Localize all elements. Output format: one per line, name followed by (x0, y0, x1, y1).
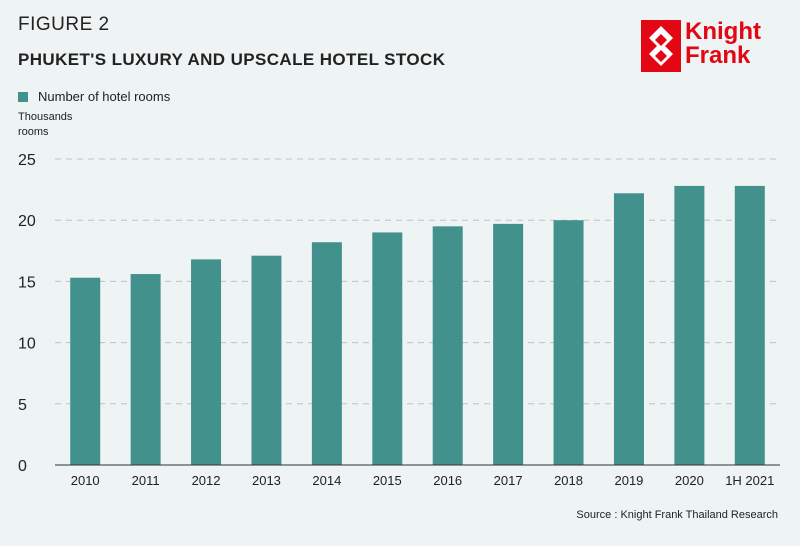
knight-frank-logo: Knight Frank (641, 20, 781, 76)
logo-mark-icon (641, 20, 681, 72)
bar (70, 277, 101, 465)
bar (734, 185, 765, 466)
y-tick-label: 10 (18, 336, 36, 353)
figure-label: FIGURE 2 (18, 14, 110, 35)
x-tick-label: 2013 (252, 473, 281, 488)
bar (553, 220, 584, 465)
grid-lines (55, 158, 780, 405)
legend-swatch (18, 91, 28, 102)
y-tick-label: 5 (18, 397, 27, 414)
x-tick-label: 2015 (373, 473, 402, 488)
logo-line-1: Knight (685, 18, 761, 45)
tick-labels: 0 5 10 15 20 25 2010 2011 2012 2013 2014 2015 2016 20… (18, 152, 774, 488)
unit-line-2: rooms (18, 126, 49, 138)
bar (372, 232, 403, 465)
x-tick-label: 2014 (312, 473, 341, 488)
y-tick-label: 20 (18, 213, 36, 230)
y-tick-label: 25 (18, 152, 36, 169)
y-tick-label: 0 (18, 458, 27, 475)
x-tick-label: 2018 (554, 473, 583, 488)
legend: Number of hotel rooms (18, 89, 170, 104)
x-tick-label: 2012 (192, 473, 221, 488)
x-tick-label: 2020 (675, 473, 704, 488)
bar (493, 223, 524, 465)
source-note: Source : Knight Frank Thailand Research (576, 509, 778, 521)
x-tick-label: 1H 2021 (725, 473, 774, 488)
x-tick-label: 2011 (132, 473, 160, 488)
logo-wordmark: Knight Frank (685, 20, 761, 68)
legend-label: Number of hotel rooms (38, 89, 171, 104)
x-tick-label: 2017 (494, 473, 523, 488)
bar (674, 185, 705, 466)
bars (70, 185, 765, 466)
bar (311, 242, 342, 465)
x-tick-label: 2010 (71, 473, 100, 488)
bar (130, 274, 161, 465)
y-tick-label: 15 (18, 274, 36, 291)
x-tick-label: 2016 (433, 473, 462, 488)
bar (191, 259, 222, 465)
bar (251, 255, 282, 465)
bar (432, 226, 463, 465)
x-tick-label: 2019 (614, 473, 643, 488)
y-axis-unit: Thousands rooms (18, 110, 72, 140)
unit-line-1: Thousands (18, 111, 73, 123)
chart-title: PHUKET'S LUXURY AND UPSCALE HOTEL STOCK (18, 50, 446, 69)
logo-line-2: Frank (685, 42, 751, 69)
bar (613, 193, 644, 465)
